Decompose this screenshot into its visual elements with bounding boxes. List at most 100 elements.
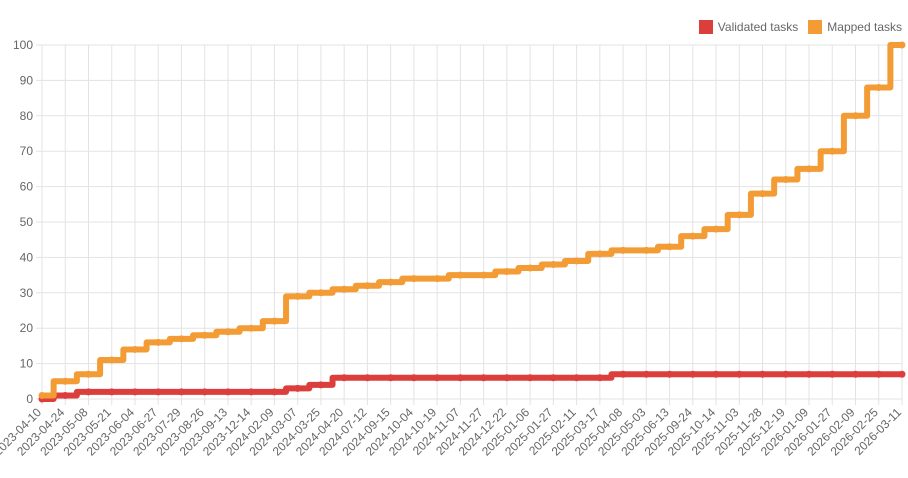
y-axis-ticks: 0 10 20 30 40 50 60 70 80 90 100 [13, 38, 33, 406]
data-point[interactable] [735, 211, 743, 219]
data-point[interactable] [456, 374, 464, 382]
data-point[interactable] [433, 275, 441, 283]
data-point[interactable] [596, 374, 604, 382]
legend: Validated tasks Mapped tasks [698, 20, 902, 34]
data-point[interactable] [573, 257, 581, 265]
data-point[interactable] [549, 374, 557, 382]
data-point[interactable] [642, 246, 650, 254]
y-tick-label: 40 [20, 250, 34, 264]
data-point[interactable] [340, 374, 348, 382]
data-point[interactable] [759, 190, 767, 198]
data-point[interactable] [294, 384, 302, 392]
data-point[interactable] [503, 374, 511, 382]
data-point[interactable] [828, 370, 836, 378]
data-point[interactable] [247, 388, 255, 396]
data-point[interactable] [38, 391, 46, 399]
data-point[interactable] [363, 374, 371, 382]
data-point[interactable] [224, 328, 232, 336]
data-point[interactable] [782, 176, 790, 184]
data-point[interactable] [387, 278, 395, 286]
validated-swatch [698, 20, 713, 34]
data-point[interactable] [735, 370, 743, 378]
data-point[interactable] [875, 370, 883, 378]
data-point[interactable] [410, 374, 418, 382]
data-point[interactable] [666, 370, 674, 378]
data-point[interactable] [84, 388, 92, 396]
data-point[interactable] [410, 275, 418, 283]
data-point[interactable] [573, 374, 581, 382]
grid-lines [36, 44, 903, 405]
data-point[interactable] [596, 250, 604, 258]
data-point[interactable] [456, 271, 464, 279]
data-point[interactable] [340, 285, 348, 293]
data-point[interactable] [712, 225, 720, 233]
data-point[interactable] [433, 374, 441, 382]
data-point[interactable] [480, 271, 488, 279]
data-point[interactable] [131, 388, 139, 396]
data-point[interactable] [61, 391, 69, 399]
data-point[interactable] [619, 370, 627, 378]
data-point[interactable] [689, 370, 697, 378]
data-point[interactable] [619, 246, 627, 254]
data-point[interactable] [270, 317, 278, 325]
series-lines [38, 41, 906, 403]
data-point[interactable] [201, 331, 209, 339]
y-tick-label: 50 [20, 215, 34, 229]
data-point[interactable] [852, 370, 860, 378]
data-point[interactable] [666, 243, 674, 251]
series-line-1 [39, 42, 905, 399]
data-point[interactable] [898, 41, 906, 49]
data-point[interactable] [201, 388, 209, 396]
y-tick-label: 0 [26, 392, 33, 406]
data-point[interactable] [852, 112, 860, 120]
y-tick-label: 80 [20, 109, 34, 123]
legend-item-mapped[interactable]: Mapped tasks [808, 20, 902, 34]
data-point[interactable] [642, 370, 650, 378]
data-point[interactable] [480, 374, 488, 382]
legend-label-mapped: Mapped tasks [827, 20, 902, 34]
data-point[interactable] [270, 388, 278, 396]
data-point[interactable] [387, 374, 395, 382]
data-point[interactable] [294, 292, 302, 300]
y-tick-label: 100 [13, 38, 33, 52]
data-point[interactable] [108, 356, 116, 364]
data-point[interactable] [61, 377, 69, 385]
data-point[interactable] [805, 370, 813, 378]
legend-label-validated: Validated tasks [717, 20, 799, 34]
data-point[interactable] [224, 388, 232, 396]
y-tick-label: 70 [20, 144, 34, 158]
data-point[interactable] [177, 388, 185, 396]
data-point[interactable] [317, 289, 325, 297]
y-tick-label: 60 [20, 180, 34, 194]
data-point[interactable] [526, 374, 534, 382]
legend-item-validated[interactable]: Validated tasks [698, 20, 799, 34]
y-tick-label: 90 [20, 73, 34, 87]
y-tick-label: 10 [20, 357, 34, 371]
data-point[interactable] [712, 370, 720, 378]
data-point[interactable] [689, 232, 697, 240]
data-point[interactable] [317, 381, 325, 389]
data-point[interactable] [154, 388, 162, 396]
data-point[interactable] [247, 324, 255, 332]
data-point[interactable] [108, 388, 116, 396]
series-line-0 [39, 371, 905, 402]
data-point[interactable] [828, 147, 836, 155]
data-point[interactable] [875, 83, 883, 91]
data-point[interactable] [805, 165, 813, 173]
data-point[interactable] [549, 260, 557, 268]
data-point[interactable] [177, 335, 185, 343]
data-point[interactable] [363, 282, 371, 290]
y-tick-label: 30 [20, 286, 34, 300]
x-axis-ticks: 2023-04-102023-04-242023-05-082023-05-21… [0, 405, 904, 459]
data-point[interactable] [131, 345, 139, 353]
data-point[interactable] [84, 370, 92, 378]
data-point[interactable] [759, 370, 767, 378]
data-point[interactable] [782, 370, 790, 378]
data-point[interactable] [898, 370, 906, 378]
data-point[interactable] [526, 264, 534, 272]
y-tick-label: 20 [20, 321, 34, 335]
data-point[interactable] [154, 338, 162, 346]
mapped-swatch [808, 20, 823, 34]
data-point[interactable] [503, 268, 511, 276]
